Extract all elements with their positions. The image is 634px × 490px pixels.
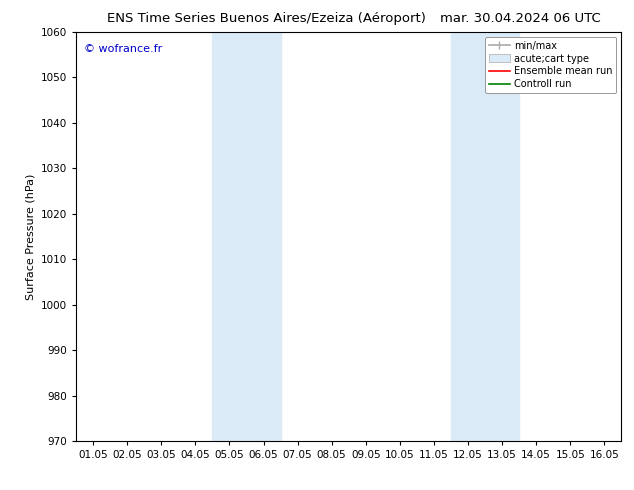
Bar	[212, 32, 280, 441]
Text: mar. 30.04.2024 06 UTC: mar. 30.04.2024 06 UTC	[439, 12, 600, 25]
Text: © wofrance.fr: © wofrance.fr	[84, 44, 162, 54]
Bar	[451, 32, 519, 441]
Text: ENS Time Series Buenos Aires/Ezeiza (Aéroport): ENS Time Series Buenos Aires/Ezeiza (Aér…	[107, 12, 425, 25]
Legend: min/max, acute;cart type, Ensemble mean run, Controll run: min/max, acute;cart type, Ensemble mean …	[485, 37, 616, 93]
Y-axis label: Surface Pressure (hPa): Surface Pressure (hPa)	[25, 173, 36, 299]
